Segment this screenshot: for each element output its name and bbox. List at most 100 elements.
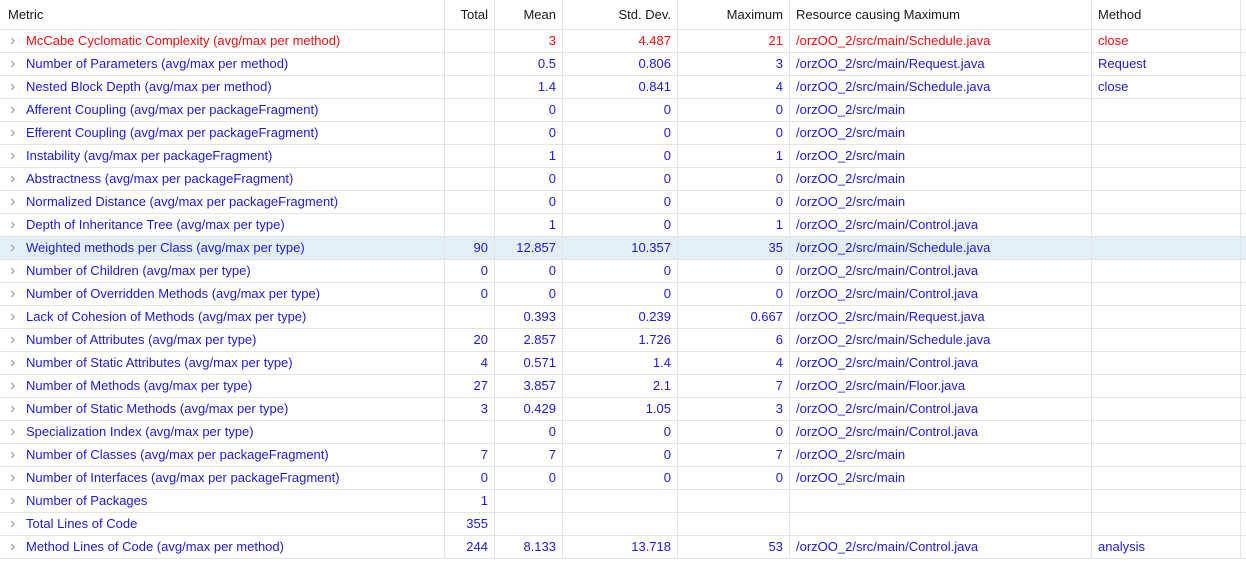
table-row[interactable]: ›Number of Interfaces (avg/max per packa… [0,467,1246,490]
expand-chevron-icon[interactable]: › [10,491,26,511]
mean-cell: 0 [495,283,563,305]
method-cell [1092,306,1241,328]
expand-chevron-icon[interactable]: › [10,169,26,189]
std_dev-cell: 0 [563,168,678,190]
column-header-mean[interactable]: Mean [495,0,563,29]
table-row[interactable]: ›Efferent Coupling (avg/max per packageF… [0,122,1246,145]
expand-chevron-icon[interactable]: › [10,54,26,74]
table-row[interactable]: ›Number of Packages1 [0,490,1246,513]
expand-chevron-icon[interactable]: › [10,353,26,373]
metric-label: Weighted methods per Class (avg/max per … [26,237,305,259]
mean-cell: 0 [495,260,563,282]
expand-chevron-icon[interactable]: › [10,330,26,350]
table-row[interactable]: ›Number of Parameters (avg/max per metho… [0,53,1246,76]
metric-cell: ›Weighted methods per Class (avg/max per… [0,237,445,259]
expand-chevron-icon[interactable]: › [10,238,26,258]
expand-chevron-icon[interactable]: › [10,514,26,534]
column-header-std-dev[interactable]: Std. Dev. [563,0,678,29]
column-header-metric[interactable]: Metric [0,0,445,29]
column-header-total[interactable]: Total [445,0,495,29]
expand-chevron-icon[interactable]: › [10,537,26,557]
expand-chevron-icon[interactable]: › [10,215,26,235]
row-filler [1241,168,1246,190]
metric-label: Method Lines of Code (avg/max per method… [26,536,284,558]
metric-label: Efferent Coupling (avg/max per packageFr… [26,122,318,144]
table-row[interactable]: ›Total Lines of Code355 [0,513,1246,536]
maximum-cell: 0 [678,122,790,144]
metric-cell: ›Number of Packages [0,490,445,512]
column-header-method[interactable]: Method [1092,0,1241,29]
column-header-resource[interactable]: Resource causing Maximum [790,0,1092,29]
metric-label: Number of Packages [26,490,147,512]
row-filler [1241,490,1246,512]
std_dev-cell: 0.239 [563,306,678,328]
maximum-cell [678,490,790,512]
expand-chevron-icon[interactable]: › [10,376,26,396]
expand-chevron-icon[interactable]: › [10,146,26,166]
expand-chevron-icon[interactable]: › [10,261,26,281]
total-cell [445,168,495,190]
metric-cell: ›McCabe Cyclomatic Complexity (avg/max p… [0,30,445,52]
resource-cell: /orzOO_2/src/main/Schedule.java [790,329,1092,351]
table-row[interactable]: ›Number of Children (avg/max per type)00… [0,260,1246,283]
row-filler [1241,283,1246,305]
expand-chevron-icon[interactable]: › [10,192,26,212]
table-row[interactable]: ›Number of Static Attributes (avg/max pe… [0,352,1246,375]
method-cell [1092,421,1241,443]
table-row[interactable]: ›Nested Block Depth (avg/max per method)… [0,76,1246,99]
table-row[interactable]: ›Number of Methods (avg/max per type)273… [0,375,1246,398]
expand-chevron-icon[interactable]: › [10,307,26,327]
expand-chevron-icon[interactable]: › [10,100,26,120]
resource-cell [790,490,1092,512]
table-row[interactable]: ›Abstractness (avg/max per packageFragme… [0,168,1246,191]
table-row[interactable]: ›Number of Classes (avg/max per packageF… [0,444,1246,467]
metric-label: Depth of Inheritance Tree (avg/max per t… [26,214,285,236]
method-cell [1092,398,1241,420]
maximum-cell: 0 [678,99,790,121]
maximum-cell: 35 [678,237,790,259]
expand-chevron-icon[interactable]: › [10,123,26,143]
resource-cell [790,513,1092,535]
metric-cell: ›Nested Block Depth (avg/max per method) [0,76,445,98]
maximum-cell: 7 [678,444,790,466]
metric-label: Number of Classes (avg/max per packageFr… [26,444,329,466]
mean-cell: 0 [495,191,563,213]
method-cell: Request [1092,53,1241,75]
table-row[interactable]: ›Lack of Cohesion of Methods (avg/max pe… [0,306,1246,329]
expand-chevron-icon[interactable]: › [10,284,26,304]
table-row[interactable]: ›McCabe Cyclomatic Complexity (avg/max p… [0,30,1246,53]
std_dev-cell: 0 [563,283,678,305]
table-row[interactable]: ›Depth of Inheritance Tree (avg/max per … [0,214,1246,237]
expand-chevron-icon[interactable]: › [10,422,26,442]
method-cell [1092,490,1241,512]
table-row[interactable]: ›Specialization Index (avg/max per type)… [0,421,1246,444]
metric-cell: ›Number of Parameters (avg/max per metho… [0,53,445,75]
table-row[interactable]: ›Number of Overridden Methods (avg/max p… [0,283,1246,306]
expand-chevron-icon[interactable]: › [10,468,26,488]
metric-cell: ›Number of Methods (avg/max per type) [0,375,445,397]
table-row[interactable]: ›Afferent Coupling (avg/max per packageF… [0,99,1246,122]
table-row[interactable]: ›Method Lines of Code (avg/max per metho… [0,536,1246,559]
maximum-cell: 3 [678,398,790,420]
metric-label: Abstractness (avg/max per packageFragmen… [26,168,293,190]
expand-chevron-icon[interactable]: › [10,399,26,419]
metric-label: Nested Block Depth (avg/max per method) [26,76,272,98]
metric-label: Number of Static Methods (avg/max per ty… [26,398,288,420]
expand-chevron-icon[interactable]: › [10,445,26,465]
row-filler [1241,53,1246,75]
std_dev-cell: 0 [563,214,678,236]
resource-cell: /orzOO_2/src/main/Floor.java [790,375,1092,397]
expand-chevron-icon[interactable]: › [10,31,26,51]
total-cell [445,306,495,328]
table-row[interactable]: ›Number of Static Methods (avg/max per t… [0,398,1246,421]
table-row[interactable]: ›Instability (avg/max per packageFragmen… [0,145,1246,168]
std_dev-cell: 1.726 [563,329,678,351]
method-cell [1092,352,1241,374]
column-header-maximum[interactable]: Maximum [678,0,790,29]
table-row[interactable]: ›Weighted methods per Class (avg/max per… [0,237,1246,260]
table-row[interactable]: ›Normalized Distance (avg/max per packag… [0,191,1246,214]
row-filler [1241,306,1246,328]
table-row[interactable]: ›Number of Attributes (avg/max per type)… [0,329,1246,352]
expand-chevron-icon[interactable]: › [10,77,26,97]
total-cell: 3 [445,398,495,420]
